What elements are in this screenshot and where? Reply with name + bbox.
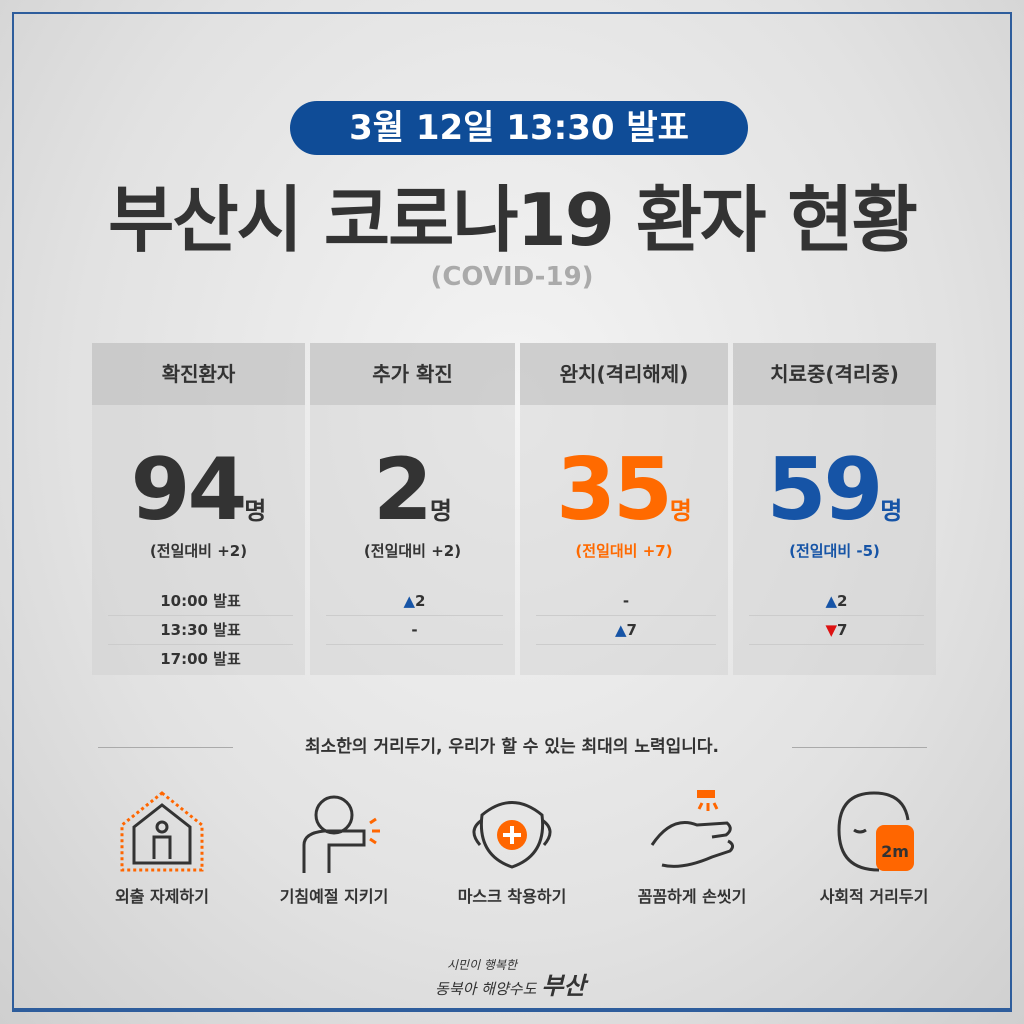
action-label: 사회적 거리두기 bbox=[819, 887, 929, 906]
stat-value: 2명 bbox=[373, 440, 452, 540]
logo-line3: 부산 bbox=[541, 971, 586, 1001]
row-value: - bbox=[536, 587, 716, 616]
stat-compare: (전일대비 +7) bbox=[575, 542, 673, 560]
action-label: 외출 자제하기 bbox=[115, 887, 209, 906]
row-value: ▼7 bbox=[749, 616, 924, 645]
row-label: 13:30 발표 bbox=[108, 616, 293, 645]
row-label: 10:00 발표 bbox=[108, 587, 293, 616]
stat-recovered: 완치(격리해제) 35명 (전일대비 +7) - ▲7 bbox=[520, 343, 728, 675]
stat-header: 확진환자 bbox=[92, 343, 305, 405]
mask-icon bbox=[472, 801, 552, 869]
divider bbox=[792, 747, 927, 748]
logo-line1: 시민이 행복한 bbox=[447, 958, 518, 972]
stat-compare: (전일대비 +2) bbox=[149, 542, 248, 560]
stat-value: 35명 bbox=[556, 440, 692, 540]
stat-value: 59명 bbox=[766, 440, 903, 540]
cough-elbow-icon bbox=[302, 795, 380, 873]
stat-header: 치료중(격리중) bbox=[733, 343, 936, 405]
stat-treatment: 치료중(격리중) 59명 (전일대비 -5) ▲2 ▼7 bbox=[733, 343, 936, 675]
action-mask: 마스크 착용하기 bbox=[432, 785, 592, 907]
bottom-line bbox=[12, 1008, 1012, 1012]
action-label: 기침예절 지키기 bbox=[279, 887, 389, 906]
action-stay-home: 외출 자제하기 bbox=[82, 785, 242, 907]
action-label: 꼼꼼하게 손씻기 bbox=[637, 887, 747, 906]
date-badge: 3월 12일 13:30 발표 bbox=[290, 101, 748, 155]
row-value: - bbox=[326, 616, 503, 645]
busan-logo: 시민이 행복한 동북아 해양수도 부산 bbox=[435, 958, 586, 1001]
stat-header: 완치(격리해제) bbox=[520, 343, 728, 405]
stat-compare: (전일대비 -5) bbox=[789, 542, 880, 560]
row-value: ▲7 bbox=[536, 616, 716, 645]
action-distance: 2m 사회적 거리두기 bbox=[794, 785, 954, 907]
divider bbox=[98, 747, 233, 748]
stat-header: 추가 확진 bbox=[310, 343, 515, 405]
handwash-icon bbox=[650, 790, 735, 868]
stat-confirmed: 확진환자 94명 (전일대비 +2) 10:00 발표 13:30 발표 17:… bbox=[92, 343, 305, 675]
distance-hand-icon: 2m bbox=[837, 791, 914, 872]
action-label: 마스크 착용하기 bbox=[457, 887, 567, 906]
up-arrow-icon: ▲ bbox=[825, 592, 838, 610]
action-cough: 기침예절 지키기 bbox=[254, 785, 414, 907]
up-arrow-icon: ▲ bbox=[615, 621, 627, 639]
stat-new: 추가 확진 2명 (전일대비 +2) ▲2 - bbox=[310, 343, 515, 675]
row-value: ▲2 bbox=[326, 587, 503, 616]
stat-compare: (전일대비 +2) bbox=[363, 542, 462, 560]
house-person-icon bbox=[120, 791, 204, 872]
distance-badge: 2m bbox=[881, 842, 909, 861]
logo-line2: 동북아 해양수도 bbox=[435, 980, 537, 999]
page-title: 부산시 코로나19 환자 현황 bbox=[108, 178, 918, 262]
row-label: 17:00 발표 bbox=[160, 650, 241, 668]
stat-value: 94명 bbox=[130, 440, 267, 540]
action-handwash: 꼼꼼하게 손씻기 bbox=[612, 785, 772, 907]
row-value: ▲2 bbox=[749, 587, 924, 616]
page-subtitle: (COVID-19) bbox=[430, 262, 594, 292]
down-arrow-icon: ▼ bbox=[825, 621, 838, 639]
tagline: 최소한의 거리두기, 우리가 할 수 있는 최대의 노력입니다. bbox=[304, 737, 720, 757]
up-arrow-icon: ▲ bbox=[403, 592, 416, 610]
